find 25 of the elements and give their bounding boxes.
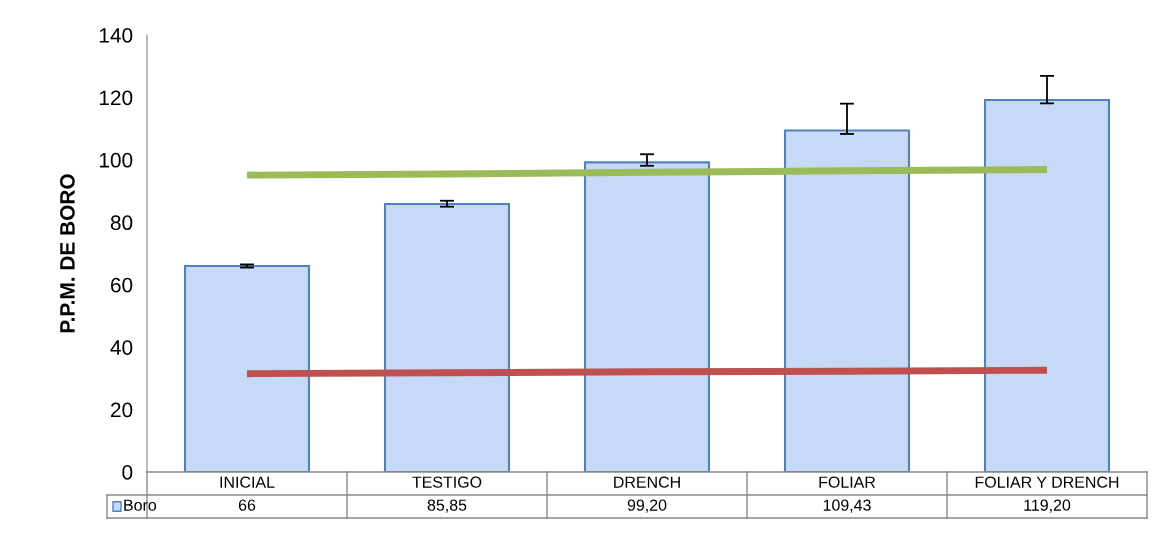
x-tick-label: FOLIAR Y DRENCH — [975, 476, 1119, 488]
x-tick-label: DRENCH — [614, 476, 680, 488]
y-tick-label: 120 — [99, 90, 133, 106]
y-tick-label: 100 — [99, 152, 133, 168]
x-tick-label: INICIAL — [220, 476, 275, 488]
x-tick-label: FOLIAR — [819, 476, 876, 488]
bar — [583, 161, 711, 472]
y-axis-title: P.P.M. DE BORO — [60, 174, 75, 333]
y-tick-label: 80 — [110, 215, 133, 231]
data-label: 119,20 — [1024, 499, 1071, 513]
bar — [783, 129, 911, 472]
data-label: 109,43 — [823, 499, 871, 513]
data-label: 66 — [238, 499, 256, 511]
data-label: 85,85 — [427, 499, 467, 513]
y-tick-label: 0 — [122, 465, 133, 480]
data-label: 99,20 — [627, 499, 667, 513]
x-tick-label: TESTIGO — [412, 476, 482, 488]
y-tick-label: 60 — [111, 277, 133, 293]
y-tick-label: 20 — [110, 402, 133, 418]
y-tick-label: 40 — [110, 340, 133, 355]
bar — [983, 98, 1111, 472]
legend-label: Boro — [124, 499, 157, 511]
y-tick-label: 140 — [99, 28, 133, 43]
bar — [383, 202, 511, 472]
bar — [183, 264, 311, 472]
